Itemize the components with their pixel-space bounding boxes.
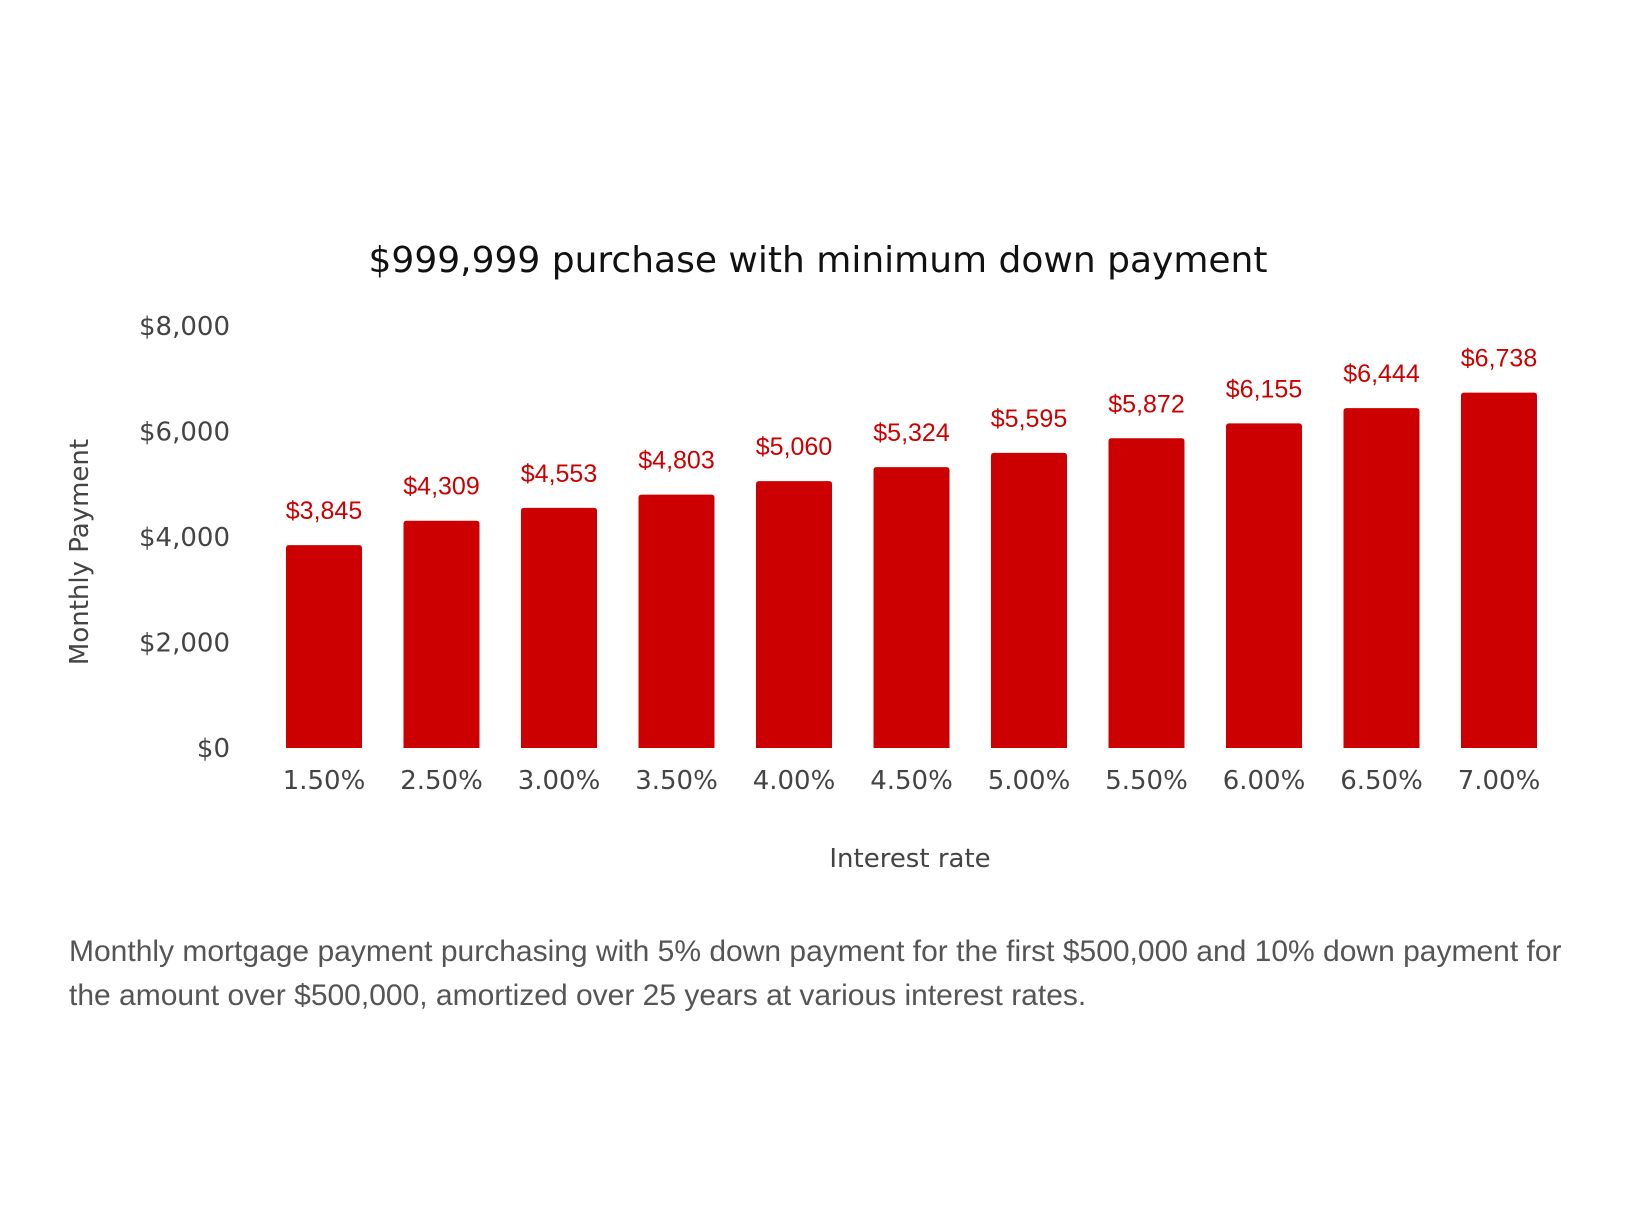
y-tick-label: $4,000	[139, 523, 230, 553]
y-tick-label: $6,000	[139, 418, 230, 448]
bar	[521, 507, 597, 748]
bar-value-label: $6,444	[1343, 360, 1420, 388]
bar	[1226, 423, 1302, 748]
x-axis-ticks: 1.50% 2.50% 3.00% 3.50% 4.00% 4.50% 5.00% 5.50%…	[283, 766, 1541, 796]
bar	[403, 520, 480, 748]
y-axis-label: Monthly Payment	[65, 439, 95, 665]
x-tick-label: 6.00%	[1223, 766, 1306, 796]
bar-value-label: $6,155	[1226, 375, 1302, 403]
bar	[1108, 438, 1185, 748]
chart-title: $999,999 purchase with minimum down paym…	[369, 240, 1268, 281]
x-tick-label: 2.50%	[400, 766, 483, 796]
x-tick-label: 3.50%	[635, 766, 718, 796]
bar-value-label: $5,324	[873, 419, 950, 447]
x-tick-label: 5.00%	[988, 766, 1071, 796]
bar-value-label: $6,738	[1461, 345, 1537, 373]
bar	[286, 545, 362, 748]
bars-group	[286, 392, 1537, 748]
chart-caption: Monthly mortgage payment purchasing with…	[69, 935, 1562, 1012]
y-axis-ticks: $0 $2,000 $4,000 $6,000 $8,000	[139, 312, 230, 764]
x-tick-label: 5.50%	[1105, 766, 1188, 796]
x-axis-label: Interest rate	[829, 844, 990, 874]
x-tick-label: 6.50%	[1340, 766, 1423, 796]
y-tick-label: $0	[197, 734, 230, 764]
x-tick-label: 1.50%	[283, 766, 366, 796]
bar-value-label: $3,845	[286, 497, 362, 525]
bar	[756, 481, 832, 748]
bar	[873, 467, 950, 748]
y-tick-label: $2,000	[139, 629, 230, 659]
data-labels-group: $3,845 $4,309 $4,553 $4,803 $5,060 $5,324 $5,5…	[286, 345, 1537, 526]
bar-value-label: $4,553	[521, 460, 597, 488]
bar-value-label: $5,060	[756, 433, 832, 461]
bar-chart: $999,999 purchase with minimum down paym…	[65, 240, 1541, 874]
x-tick-label: 4.00%	[753, 766, 836, 796]
bar	[638, 494, 715, 748]
bar-value-label: $4,803	[638, 447, 714, 475]
bar	[991, 452, 1067, 748]
bar-value-label: $5,872	[1108, 390, 1184, 418]
y-tick-label: $8,000	[139, 312, 230, 342]
bar	[1343, 408, 1420, 748]
x-tick-label: 3.00%	[518, 766, 601, 796]
x-tick-label: 7.00%	[1458, 766, 1541, 796]
bar-value-label: $4,309	[403, 473, 479, 501]
x-tick-label: 4.50%	[870, 766, 953, 796]
bar	[1461, 392, 1537, 748]
bar-value-label: $5,595	[991, 405, 1067, 433]
